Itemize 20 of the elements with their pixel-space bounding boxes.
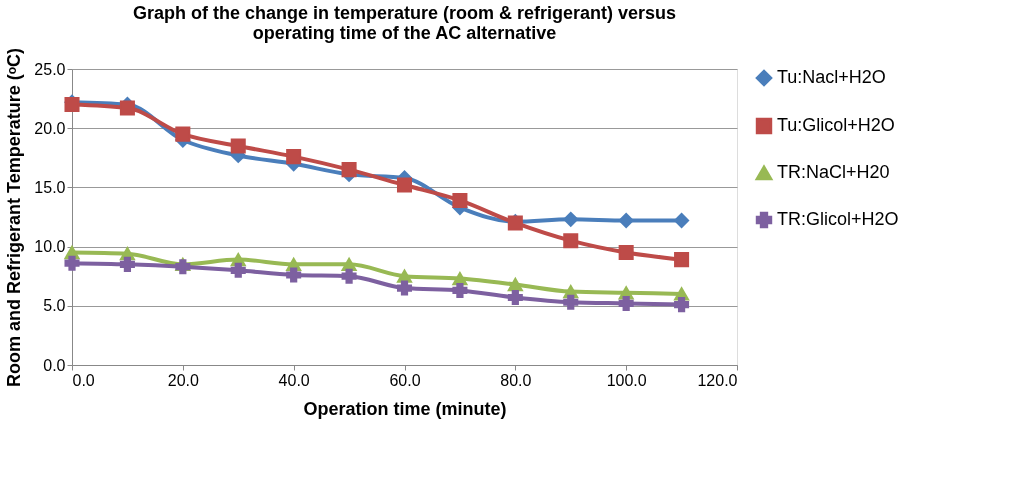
y-tick-label: 15.0 bbox=[34, 178, 66, 196]
x-tick-label: 120.0 bbox=[697, 371, 738, 389]
x-tick-label: 20.0 bbox=[167, 371, 200, 389]
y-tick-label: 25.0 bbox=[34, 60, 66, 78]
legend-label: TR:Glicol+H2O bbox=[777, 209, 899, 229]
y-axis-title: Room and Refrigerant Temperature (ᵒC) bbox=[4, 47, 25, 388]
x-axis-title: Operation time (minute) bbox=[303, 398, 507, 419]
x-tick-label: 100.0 bbox=[606, 371, 647, 389]
x-tick-label: 40.0 bbox=[278, 371, 310, 389]
y-tick-label: 20.0 bbox=[34, 119, 66, 137]
legend-label: Tu:Glicol+H2O bbox=[777, 115, 895, 135]
legend-label: Tu:Nacl+H2O bbox=[777, 67, 886, 87]
legend-label: TR:NaCl+H20 bbox=[777, 162, 890, 182]
x-tick-label: 60.0 bbox=[389, 371, 421, 389]
y-tick-label: 5.0 bbox=[43, 297, 66, 315]
y-tick-label: 10.0 bbox=[34, 238, 66, 256]
chart-title: Graph of the change in temperature (room & refrigerant) versus operating time of the AC alternative bbox=[132, 3, 677, 44]
y-tick-label: 0.0 bbox=[43, 356, 66, 374]
x-tick-label: 80.0 bbox=[500, 371, 532, 389]
x-tick-label: 0.0 bbox=[72, 371, 95, 389]
